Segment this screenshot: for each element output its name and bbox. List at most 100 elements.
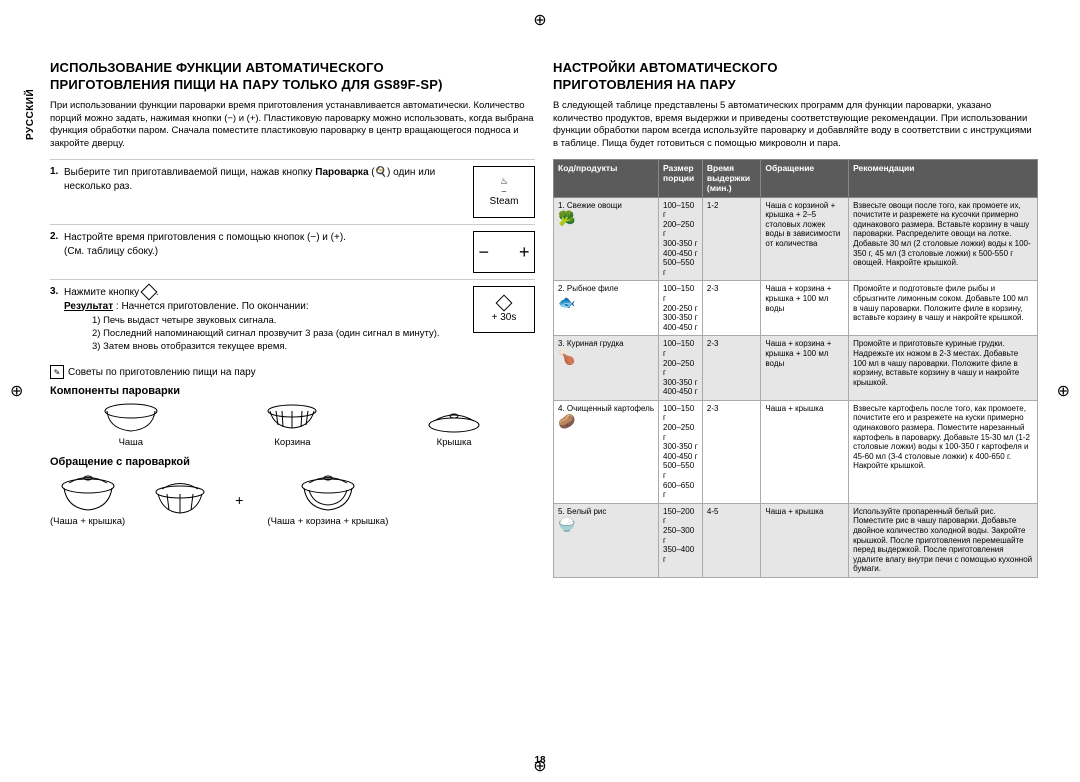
start-diamond-icon — [496, 294, 513, 311]
table-row: 2. Рыбное филе🐟100–150 г200-250 г300-350… — [554, 281, 1038, 336]
step-2-num: 2. — [50, 231, 64, 242]
basket-lid-icon — [149, 478, 211, 520]
th-handling: Обращение — [761, 160, 849, 198]
cell-code: 2. Рыбное филе🐟 — [554, 281, 659, 336]
print-reg-top: ⊕ — [533, 10, 546, 30]
cell-reco: Промойте и подготовьте филе рыбы и сбрыз… — [849, 281, 1038, 336]
cell-time: 2-3 — [702, 336, 761, 401]
bowl-icon — [101, 401, 161, 435]
step-3-sublist: 1) Печь выдаст четыре звуковых сигнала. … — [92, 315, 467, 353]
cell-code: 1. Свежие овощи🥦 — [554, 197, 659, 281]
step-2-body: Настройте время приготовления с помощью … — [64, 231, 467, 258]
settings-table-head: Код/продукты Размер порции Время выдержк… — [554, 160, 1038, 198]
step-1: 1. Выберите тип приготавливаемой пищи, н… — [50, 159, 535, 224]
cell-code: 4. Очищенный картофель🥔 — [554, 400, 659, 503]
assembly-2-label: (Чаша + корзина + крышка) — [267, 516, 388, 527]
th-reco: Рекомендации — [849, 160, 1038, 198]
start-plus30-icon: + 30s — [473, 286, 535, 333]
step-3: 3. Нажмите кнопку .Результат : Начнется … — [50, 279, 535, 359]
component-basket: Корзина — [262, 401, 322, 448]
component-lid: Крышка — [424, 411, 484, 448]
right-heading: НАСТРОЙКИ АВТОМАТИЧЕСКОГО ПРИГОТОВЛЕНИЯ … — [553, 60, 1038, 94]
plus30-label: + 30s — [492, 312, 517, 323]
cell-handling: Чаша + корзина + крышка + 100 мл воды — [761, 336, 849, 401]
step-2: 2. Настройте время приготовления с помощ… — [50, 224, 535, 279]
table-row: 3. Куриная грудка🍗100–150 г200–250 г300-… — [554, 336, 1038, 401]
cell-handling: Чаша с корзиной + крышка + 2–5 столовых … — [761, 197, 849, 281]
assembly-1-label: (Чаша + крышка) — [50, 516, 125, 527]
steam-button-icon: ♨⌣ Steam — [473, 166, 535, 218]
cell-handling: Чаша + корзина + крышка + 100 мл воды — [761, 281, 849, 336]
cell-time: 2-3 — [702, 400, 761, 503]
minus-icon: − — [478, 242, 489, 263]
table-row: 1. Свежие овощи🥦100–150 г200–250 г300-35… — [554, 197, 1038, 281]
basket-label: Корзина — [274, 437, 310, 448]
steam-label: Steam — [490, 196, 519, 207]
right-heading-line2: ПРИГОТОВЛЕНИЯ НА ПАРУ — [553, 77, 736, 92]
component-bowl: Чаша — [101, 401, 161, 448]
tip-text: Советы по приготовлению пищи на пару — [68, 367, 256, 378]
left-heading-line1: ИСПОЛЬЗОВАНИЕ ФУНКЦИИ АВТОМАТИЧЕСКОГО — [50, 60, 384, 75]
right-column: НАСТРОЙКИ АВТОМАТИЧЕСКОГО ПРИГОТОВЛЕНИЯ … — [553, 60, 1038, 578]
th-time: Время выдержки (мин.) — [702, 160, 761, 198]
step-3-text: Нажмите кнопку .Результат : Начнется при… — [64, 287, 309, 312]
assembly-heading: Обращение с пароваркой — [50, 456, 535, 468]
cell-portion: 100–150 г200–250 г300-350 г400-450 г500–… — [659, 197, 703, 281]
page-number: 18 — [534, 755, 545, 766]
tip-row: ✎ Советы по приготовлению пищи на пару — [50, 365, 535, 379]
assembly-row: (Чаша + крышка) + (Чаша + корзина + крыш… — [50, 472, 535, 527]
page-content: ИСПОЛЬЗОВАНИЕ ФУНКЦИИ АВТОМАТИЧЕСКОГО ПР… — [0, 0, 1080, 598]
cell-time: 4-5 — [702, 503, 761, 577]
cell-reco: Используйте пропаренный белый рис. Помес… — [849, 503, 1038, 577]
settings-table-body: 1. Свежие овощи🥦100–150 г200–250 г300-35… — [554, 197, 1038, 577]
cell-time: 1-2 — [702, 197, 761, 281]
right-intro: В следующей таблице представлены 5 автом… — [553, 100, 1038, 151]
settings-table: Код/продукты Размер порции Время выдержк… — [553, 159, 1038, 578]
lid-label: Крышка — [437, 437, 472, 448]
print-reg-left: ⊕ — [10, 381, 23, 401]
minus-plus-icon: −+ — [473, 231, 535, 273]
bowl-label: Чаша — [119, 437, 144, 448]
left-intro: При использовании функции пароварки врем… — [50, 100, 535, 151]
cell-reco: Взвесьте картофель после того, как промо… — [849, 400, 1038, 503]
left-column: ИСПОЛЬЗОВАНИЕ ФУНКЦИИ АВТОМАТИЧЕСКОГО ПР… — [50, 60, 535, 578]
plus-icon: + — [519, 242, 530, 263]
cell-handling: Чаша + крышка — [761, 400, 849, 503]
cell-handling: Чаша + крышка — [761, 503, 849, 577]
left-heading-line2: ПРИГОТОВЛЕНИЯ ПИЩИ НА ПАРУ ТОЛЬКО ДЛЯ GS… — [50, 77, 443, 92]
bowl-lid-icon — [57, 472, 119, 514]
table-row: 5. Белый рис🍚150–200 г250–300 г350–400 г… — [554, 503, 1038, 577]
cell-code: 3. Куриная грудка🍗 — [554, 336, 659, 401]
assembly-bowl-lid: (Чаша + крышка) — [50, 472, 125, 527]
lid-icon — [424, 411, 484, 435]
components-heading: Компоненты пароварки — [50, 385, 535, 397]
assembly-plus: + — [235, 492, 243, 508]
cell-portion: 100–150 г200–250 г300-350 г400-450 г500–… — [659, 400, 703, 503]
right-heading-line1: НАСТРОЙКИ АВТОМАТИЧЕСКОГО — [553, 60, 778, 75]
step-3-sub-1: 1) Печь выдаст четыре звуковых сигнала. — [92, 315, 467, 328]
step-3-num: 3. — [50, 286, 64, 297]
th-code: Код/продукты — [554, 160, 659, 198]
step-1-num: 1. — [50, 166, 64, 177]
table-row: 4. Очищенный картофель🥔100–150 г200–250 … — [554, 400, 1038, 503]
th-portion: Размер порции — [659, 160, 703, 198]
bowl-basket-lid-icon — [297, 472, 359, 514]
cell-reco: Взвесьте овощи после того, как промоете … — [849, 197, 1038, 281]
left-heading: ИСПОЛЬЗОВАНИЕ ФУНКЦИИ АВТОМАТИЧЕСКОГО ПР… — [50, 60, 535, 94]
step-1-body: Выберите тип приготавливаемой пищи, нажа… — [64, 166, 467, 193]
components-row: Чаша Корзина Крышка — [50, 401, 535, 448]
step-3-body: Нажмите кнопку .Результат : Начнется при… — [64, 286, 467, 353]
note-icon: ✎ — [50, 365, 64, 379]
print-reg-right: ⊕ — [1057, 381, 1070, 401]
cell-time: 2-3 — [702, 281, 761, 336]
cell-portion: 100–150 г200–250 г300-350 г400-450 г — [659, 336, 703, 401]
cell-portion: 150–200 г250–300 г350–400 г — [659, 503, 703, 577]
language-label: РУССКИЙ — [25, 89, 36, 140]
step-3-sub-2: 2) Последний напоминающий сигнал прозвуч… — [92, 328, 467, 341]
assembly-full: (Чаша + корзина + крышка) — [267, 472, 388, 527]
cell-code: 5. Белый рис🍚 — [554, 503, 659, 577]
basket-icon — [262, 401, 322, 435]
step-3-sub-3: 3) Затем вновь отобразится текущее время… — [92, 341, 467, 354]
cell-portion: 100–150 г200-250 г300-350 г400-450 г — [659, 281, 703, 336]
cell-reco: Промойте и приготовьте куриные грудки. Н… — [849, 336, 1038, 401]
